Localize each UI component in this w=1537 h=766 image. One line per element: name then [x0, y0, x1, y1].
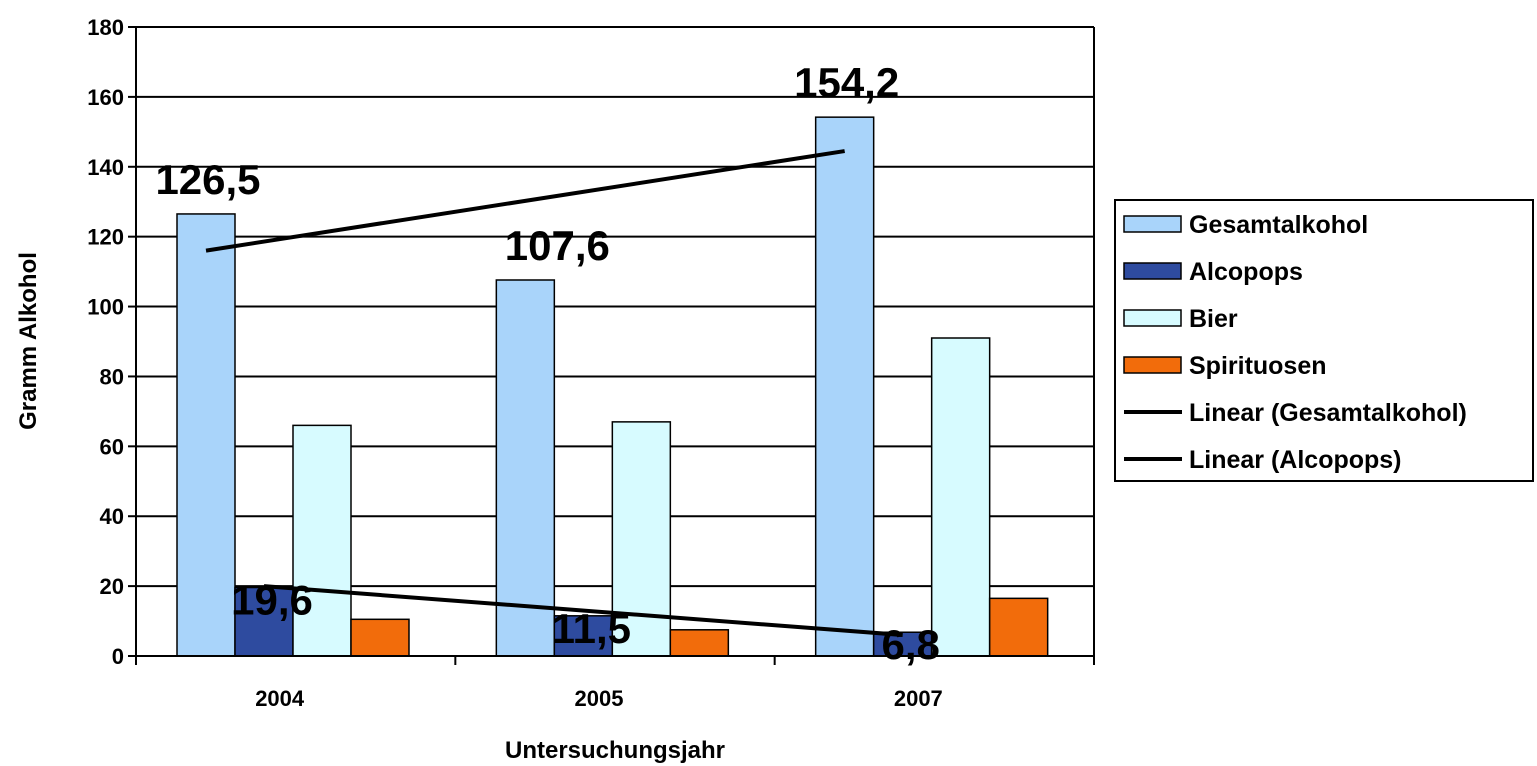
bar-spirituosen-2007: [988, 597, 1049, 657]
legend-label-spirituosen: Spirituosen: [1189, 352, 1327, 380]
legend-label-alcopops: Alcopops: [1189, 258, 1303, 286]
y-tick-label-0: 0: [112, 644, 124, 669]
y-axis-title: Gramm Alkohol: [15, 252, 42, 430]
x-axis-title: Untersuchungsjahr: [505, 737, 725, 764]
legend-label-gesamtalkohol: Gesamtalkohol: [1189, 211, 1368, 239]
legend-box: [1114, 199, 1534, 482]
x-tick-labels: 2004 2005 2007: [255, 686, 943, 711]
y-tick-labels: 0 20 40 60 80 100 120 140 160 180: [87, 15, 124, 669]
legend-label-bier: Bier: [1189, 305, 1238, 333]
trendlines: [205, 149, 903, 638]
legend-label-linear-alcopops: Linear (Alcopops): [1189, 446, 1402, 474]
y-tick-label-160: 160: [87, 85, 124, 110]
bar-gesamtalkohol-2005: [495, 279, 556, 657]
trendline-alcopops: [263, 584, 903, 638]
data-label-alcopops-2004: 19,6: [231, 577, 313, 624]
legend-swatch-spirituosen: [1123, 356, 1182, 374]
y-tick-label-180: 180: [87, 15, 124, 40]
x-tick-label-2004: 2004: [255, 686, 305, 711]
y-tick-label-20: 20: [100, 574, 124, 599]
data-labels: 126,5 107,6 154,2 19,6 11,5 6,8: [155, 59, 939, 668]
trendline-gesamtalkohol: [205, 149, 845, 253]
legend-label-linear-gesamtalkohol: Linear (Gesamtalkohol): [1189, 399, 1467, 427]
bar-bier-2004: [292, 424, 352, 657]
bar-gesamtalkohol-2007: [814, 116, 875, 657]
y-tick-label-100: 100: [87, 295, 124, 320]
legend-swatch-gesamtalkohol: [1123, 215, 1182, 233]
data-label-gesamtalkohol-2007: 154,2: [794, 59, 899, 106]
bar-spirituosen-2004: [350, 618, 410, 657]
data-label-gesamtalkohol-2004: 126,5: [155, 156, 260, 203]
data-label-alcopops-2007: 6,8: [881, 621, 939, 668]
legend-swatch-bier: [1123, 309, 1182, 327]
y-tick-label-40: 40: [100, 504, 124, 529]
bar-spirituosen-2005: [669, 629, 730, 657]
bar-gesamtalkohol-2004: [176, 213, 236, 657]
y-tick-label-140: 140: [87, 155, 124, 180]
x-tick-label-2007: 2007: [894, 686, 943, 711]
legend-swatch-alcopops: [1123, 262, 1182, 280]
axes: [128, 26, 1095, 665]
bars: [176, 116, 1049, 657]
x-tick-label-2005: 2005: [575, 686, 624, 711]
y-tick-label-60: 60: [100, 434, 124, 459]
legend: Gesamtalkohol Alcopops Bier Spirituosen Line…: [1114, 199, 1534, 482]
data-label-gesamtalkohol-2005: 107,6: [505, 222, 610, 269]
data-label-alcopops-2005: 11,5: [552, 605, 631, 652]
bar-bier-2007: [930, 337, 991, 657]
y-tick-label-80: 80: [100, 364, 124, 389]
y-tick-label-120: 120: [87, 225, 124, 250]
